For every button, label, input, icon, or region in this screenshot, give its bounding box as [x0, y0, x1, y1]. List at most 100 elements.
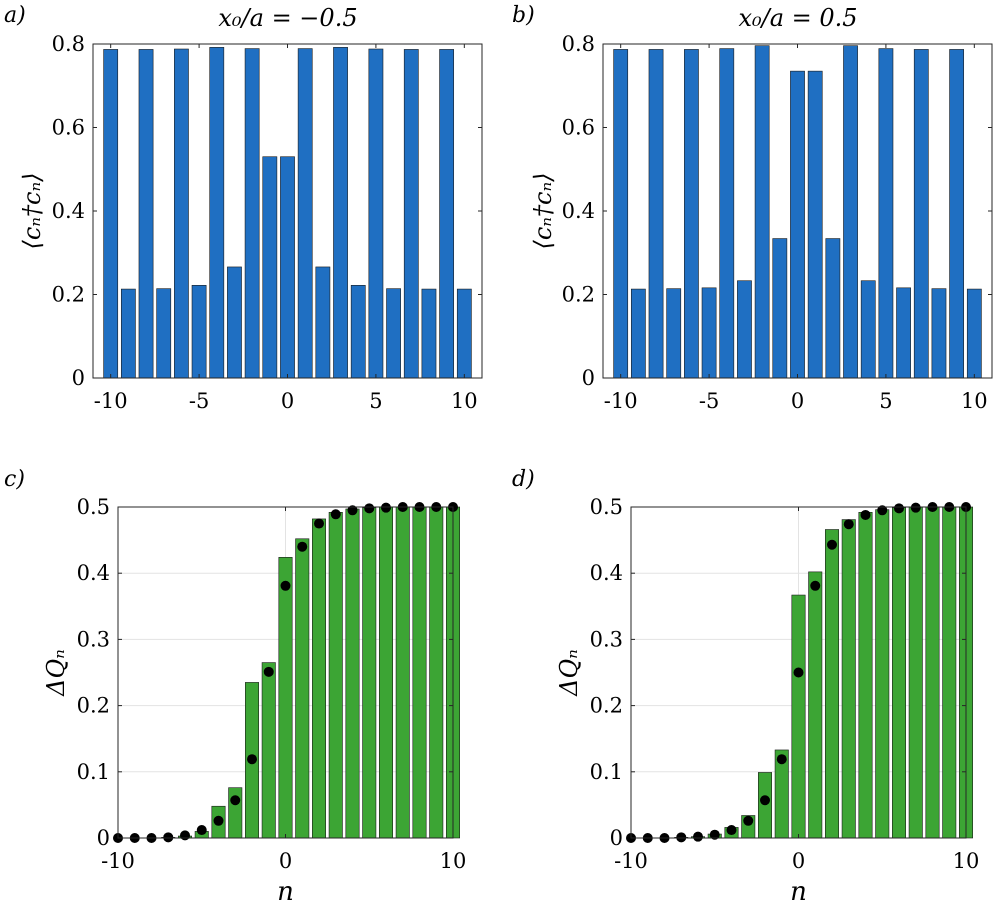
bar-n-5: [878, 48, 894, 379]
y-tick-label: 0.4: [52, 199, 85, 223]
bar-n-6: [386, 288, 401, 379]
point-n-4: [347, 505, 358, 516]
bar-n--6: [174, 48, 189, 379]
bar-n-0: [790, 70, 805, 379]
bar-n-0: [791, 594, 806, 839]
bar-n--2: [754, 45, 770, 379]
bar-n-9: [439, 49, 455, 379]
bar-n-9: [429, 506, 444, 839]
y-tick-label: 0: [582, 366, 595, 390]
y-axis-label: ⟨cₙ†cₙ⟩: [529, 172, 557, 249]
y-tick-label: 0.8: [52, 32, 85, 56]
y-tick-label: 0.3: [590, 627, 623, 651]
point-n-4: [860, 509, 871, 520]
x-tick-label: -5: [189, 389, 209, 413]
bar-n--4: [209, 47, 225, 379]
bar-n-6: [891, 507, 906, 839]
y-tick-label: 0.6: [52, 116, 85, 140]
chart-title: x₀/a = 0.5: [738, 4, 857, 32]
x-tick-label: 10: [440, 849, 467, 873]
bar-n--3: [737, 280, 752, 379]
point-n-7: [910, 502, 921, 513]
bar-n-3: [328, 511, 343, 839]
y-axis-label: ΔQₙ: [42, 649, 70, 697]
point-n-0: [280, 580, 291, 591]
point-n--6: [693, 831, 703, 842]
bar-n-8: [925, 506, 940, 839]
point-n-3: [843, 519, 854, 530]
bar-n--1: [262, 156, 278, 379]
y-tick-label: 0.5: [590, 495, 623, 519]
y-tick-label: 0.1: [590, 760, 623, 784]
bar-n--1: [261, 662, 276, 839]
point-n--6: [180, 830, 190, 841]
bar-n-7: [908, 506, 923, 839]
point-n--7: [163, 832, 174, 843]
bar-n-1: [297, 48, 313, 379]
bar-n-6: [378, 506, 393, 839]
x-tick-label: -10: [101, 849, 135, 873]
y-tick-label: 0.1: [77, 760, 110, 784]
bar-n-9: [949, 49, 965, 379]
bar-n-8: [421, 288, 437, 379]
bar-n--6: [684, 49, 699, 379]
bar-n-8: [931, 288, 947, 379]
bar-n--10: [613, 49, 629, 379]
x-tick-label: 10: [953, 849, 980, 873]
point-n--5: [196, 825, 207, 836]
bar-n--10: [103, 49, 119, 379]
point-n-6: [894, 503, 904, 514]
point-n--7: [676, 832, 687, 843]
point-n-3: [330, 509, 341, 520]
x-tick-label: 0: [281, 389, 294, 413]
y-tick-label: 0.8: [562, 32, 595, 56]
bar-n-10: [456, 288, 472, 379]
bar-n-9: [942, 506, 957, 839]
y-axis-label: ⟨cₙ†cₙ⟩: [18, 172, 46, 249]
bar-n-4: [860, 280, 876, 379]
x-tick-label: 10: [961, 389, 988, 413]
x-tick-label: 0: [791, 389, 804, 413]
y-axis-label: ΔQₙ: [555, 649, 583, 697]
bar-n-4: [345, 508, 360, 839]
point-n--3: [743, 815, 754, 826]
bar-n-0: [278, 557, 293, 839]
x-tick-label: 0: [792, 849, 805, 873]
x-axis-label: n: [790, 877, 807, 907]
y-tick-label: 0.2: [590, 694, 623, 718]
bar-n-4: [858, 511, 873, 839]
bar-n-3: [843, 45, 858, 379]
bar-n--9: [120, 288, 136, 379]
bar-n-3: [841, 519, 856, 839]
bar-n-2: [824, 529, 839, 839]
bar-n-5: [368, 48, 384, 379]
x-axis-label: n: [277, 877, 294, 907]
y-tick-label: 0.2: [52, 283, 85, 307]
bar-n-2: [825, 238, 841, 379]
y-tick-label: 0.4: [77, 561, 110, 585]
bar-n-2: [315, 266, 331, 379]
bar-n-3: [333, 47, 348, 379]
chart-panel-b: b) x₀/a = 0.5 ⟨cₙ†cₙ⟩ -10 -5 0 5 10 0 0.2 0.4 0.…: [512, 3, 993, 413]
x-tick-label: -5: [699, 389, 719, 413]
x-tick-label: -10: [94, 389, 128, 413]
y-tick-label: 0.5: [77, 495, 110, 519]
panel-label: a): [4, 3, 26, 28]
x-tick-label: -10: [604, 389, 638, 413]
x-tick-label: 10: [451, 389, 478, 413]
x-tick-label: 5: [369, 389, 382, 413]
point-n-1: [297, 541, 308, 552]
y-tick-label: 0: [97, 826, 110, 850]
chart-panel-a: a) x₀/a = −0.5 ⟨cₙ†cₙ⟩ -10 -5 0 5 10 0 0.2 0.4 0…: [4, 3, 483, 413]
bar-n--9: [630, 288, 646, 379]
point-n--4: [213, 815, 224, 826]
x-tick-label: -10: [614, 849, 648, 873]
bar-n-2: [311, 518, 326, 839]
bar-n--3: [227, 266, 242, 379]
point-n-6: [381, 502, 391, 513]
point-n-1: [810, 580, 821, 591]
point-n--2: [760, 795, 770, 806]
bar-n--3: [228, 787, 243, 839]
